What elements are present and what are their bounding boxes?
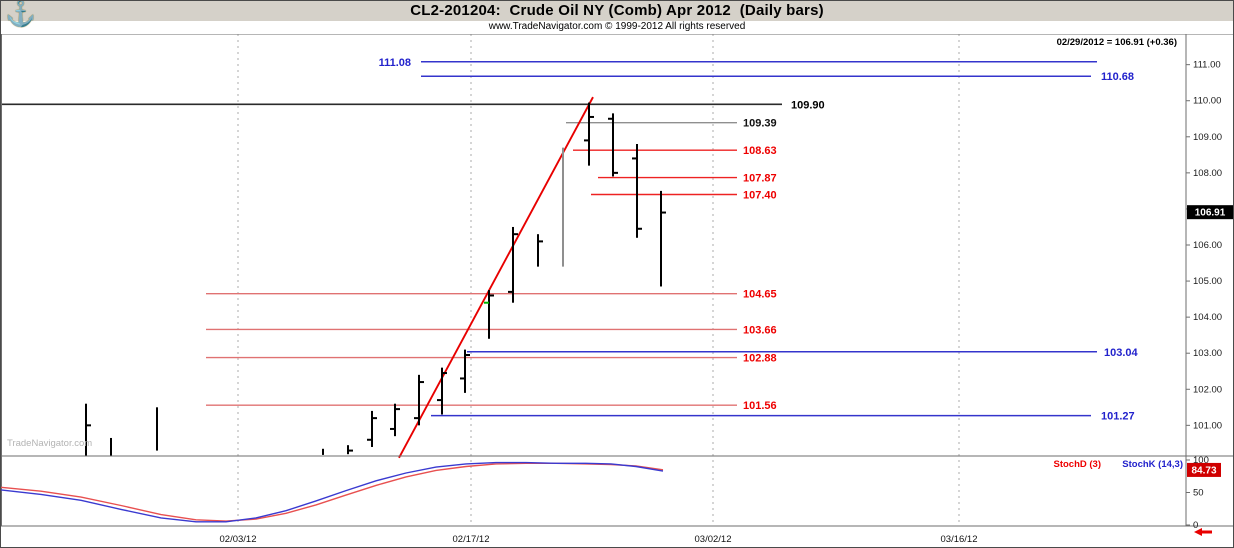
stoch-line-stochk — [1, 461, 664, 523]
last-price-badge: 106.91 — [1187, 205, 1233, 220]
level-label: 101.27 — [1101, 411, 1135, 423]
date-axis-label: 03/02/12 — [695, 534, 732, 545]
titlebar: CL2-201204: Crude Oil NY (Comb) Apr 2012… — [1, 1, 1233, 21]
stoch-axis-label: 100 — [1193, 455, 1209, 466]
stochastic-panel: StochD (3) StochK (14,3) 100 50 0 84.73 — [1, 455, 1221, 536]
watermark: TradeNavigator.com — [7, 438, 93, 449]
svg-text:106.91: 106.91 — [1195, 208, 1226, 219]
date-gridlines — [237, 34, 960, 526]
chart-subtitle: www.TradeNavigator.com © 1999-2012 All r… — [1, 21, 1233, 34]
date-axis-label: 03/16/12 — [941, 534, 978, 545]
scroll-left-arrow-icon[interactable] — [1194, 528, 1212, 536]
stoch-legend-label: StochK (14,3) — [1122, 459, 1183, 470]
price-axis-label: 103.00 — [1193, 348, 1222, 359]
price-axis-label: 111.00 — [1193, 60, 1221, 71]
level-label: 102.88 — [743, 353, 777, 365]
date-axis-label: 02/17/12 — [453, 534, 490, 545]
price-axis-label: 109.00 — [1193, 132, 1222, 143]
price-axis-label: 102.00 — [1193, 384, 1222, 395]
price-axis-label: 110.00 — [1193, 96, 1221, 107]
level-label: 111.08 — [379, 57, 411, 69]
level-label: 103.04 — [1104, 347, 1139, 359]
stoch-value-badge — [1187, 462, 1221, 477]
date-axis: 02/03/12 02/17/12 03/02/12 03/16/12 — [220, 534, 978, 545]
price-axis-label: 108.00 — [1193, 168, 1222, 179]
ohlc-bars — [85, 102, 666, 456]
price-level-lines: 111.08 110.68 109.90 109.39 108.63 107.87 107.… — [1, 57, 1139, 423]
price-axis: 111.00110.00109.00108.00107.00106.00105.… — [1186, 60, 1222, 431]
svg-text:84.73: 84.73 — [1191, 465, 1216, 476]
level-label: 103.66 — [743, 324, 777, 336]
tradenavigator-anchor-logo-icon: ⚓ — [5, 0, 37, 28]
level-label: 109.90 — [791, 99, 825, 111]
panel-frames — [1, 33, 1233, 527]
chart-title: CL2-201204: Crude Oil NY (Comb) Apr 2012… — [410, 2, 824, 19]
last-quote-readout: 02/29/2012 = 106.91 (+0.36) — [1056, 37, 1177, 48]
level-label: 109.39 — [743, 118, 777, 130]
price-axis-label: 104.00 — [1193, 312, 1222, 323]
price-axis-label: 106.00 — [1193, 240, 1222, 251]
stoch-line-stochd — [1, 462, 664, 522]
level-label: 104.65 — [743, 289, 777, 301]
level-label: 110.68 — [1101, 71, 1134, 83]
price-axis-label: 101.00 — [1193, 420, 1222, 431]
stoch-legend-label: StochD (3) — [1054, 459, 1102, 470]
price-axis-label: 105.00 — [1193, 276, 1222, 287]
stoch-axis-label: 50 — [1193, 488, 1204, 499]
level-label: 107.40 — [743, 190, 777, 202]
level-label: 101.56 — [743, 400, 777, 412]
level-label: 108.63 — [743, 145, 777, 157]
stoch-axis-label: 0 — [1193, 520, 1198, 531]
level-label: 107.87 — [743, 173, 777, 185]
date-axis-label: 02/03/12 — [220, 534, 257, 545]
trend-line — [398, 96, 594, 459]
